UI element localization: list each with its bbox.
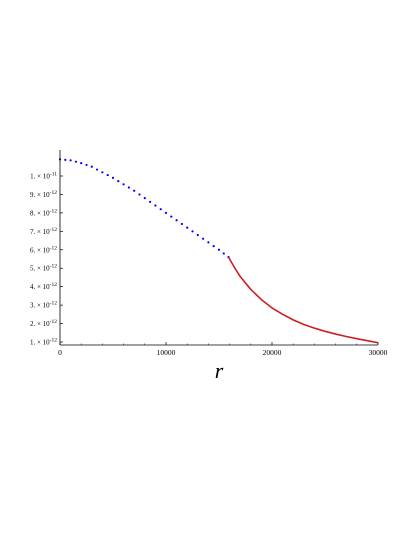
y-tick-label: 6. × 10-12 [30, 245, 57, 254]
y-tick-label: 5. × 10-12 [30, 264, 57, 273]
data-point [222, 252, 225, 255]
data-point [117, 179, 120, 183]
data-point [69, 159, 72, 162]
data-point [202, 237, 205, 240]
plot-area [58, 158, 379, 344]
y-tick-label: 3. × 10-12 [30, 301, 57, 310]
data-point [101, 171, 104, 174]
data-point [106, 173, 109, 177]
data-point [80, 161, 83, 165]
data-point [85, 163, 88, 167]
data-point [217, 248, 221, 251]
data-point [164, 211, 168, 214]
data-point [96, 168, 99, 171]
y-tick-label: 2. × 10-12 [30, 319, 57, 328]
data-point [175, 219, 178, 222]
data-point [207, 241, 210, 244]
series-inner-dotted [58, 158, 230, 259]
data-point [138, 193, 141, 196]
y-tick-label: 4. × 10-12 [30, 282, 57, 291]
y-axis: 1. × 10-12 2. × 10-12 3. × 10-12 4. × 10-12… [30, 150, 63, 347]
data-point [133, 189, 136, 192]
y-tick-label: 9. × 10-12 [30, 190, 57, 199]
y-tick-label: 1. × 10-11 [30, 172, 57, 181]
data-point [180, 222, 183, 226]
y-tick-label: 1. × 10-12 [30, 338, 57, 347]
y-tick-label: 8. × 10-12 [30, 208, 57, 217]
data-point [127, 186, 130, 189]
data-point [143, 197, 146, 200]
data-point [111, 176, 115, 179]
data-point [186, 226, 189, 229]
data-point [196, 233, 199, 237]
data-point [170, 215, 173, 218]
data-point [90, 165, 93, 168]
x-tick-label: 0 [58, 348, 62, 357]
x-tick-label: 30000 [369, 348, 388, 357]
data-point [74, 160, 77, 163]
x-tick-label: 20000 [263, 348, 282, 357]
data-point [64, 158, 67, 161]
x-tick-label: 10000 [157, 348, 176, 357]
data-point [159, 208, 162, 211]
x-axis: 0 10000 20000 30000 [58, 342, 388, 357]
data-point [154, 204, 157, 207]
series-outer-line [227, 256, 379, 344]
data-point [212, 244, 215, 248]
data-point [122, 183, 125, 186]
y-tick-label: 7. × 10-12 [30, 227, 57, 236]
data-point [149, 200, 152, 203]
data-point [191, 230, 194, 233]
x-axis-title: r [215, 358, 224, 383]
